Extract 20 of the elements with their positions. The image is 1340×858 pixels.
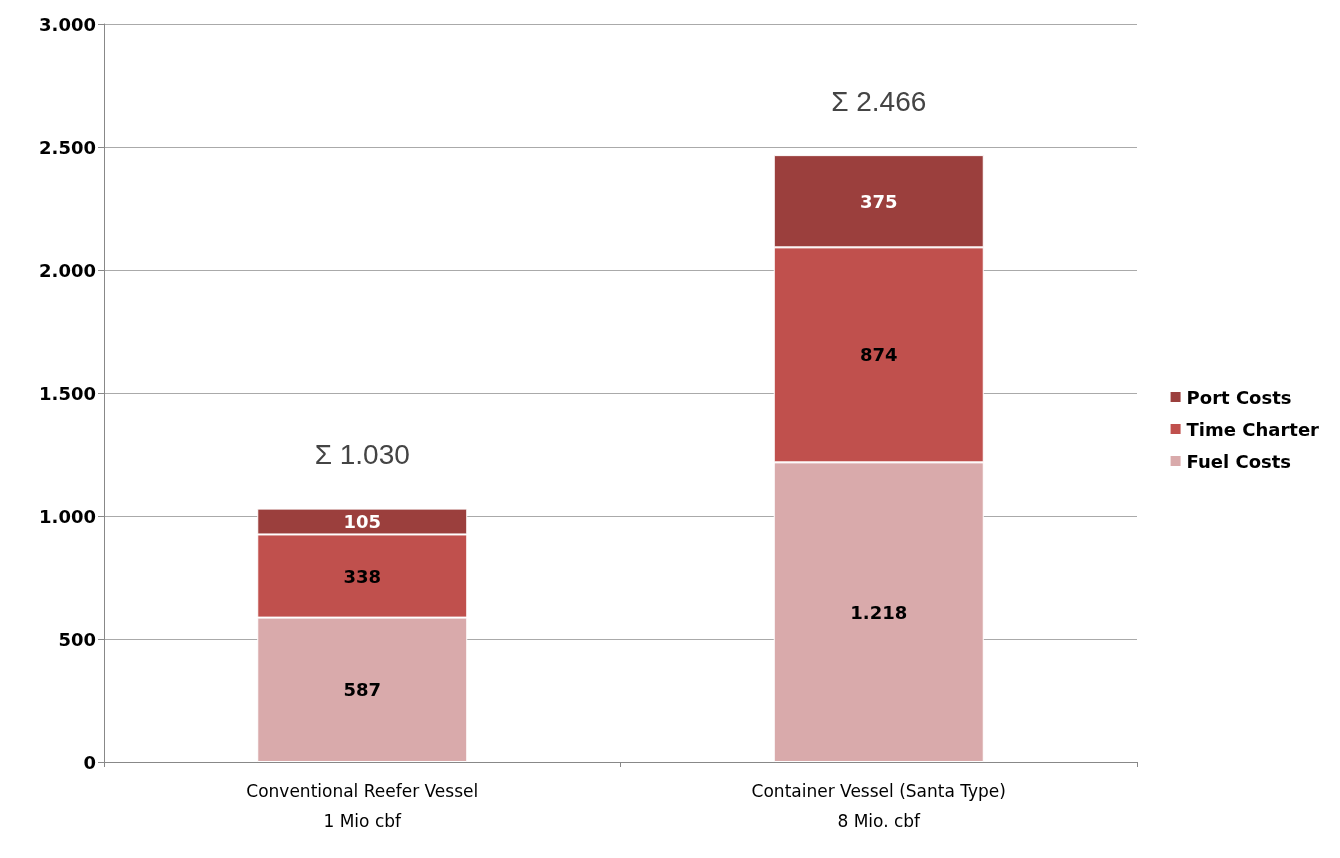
total-label: Σ 1.030 (314, 439, 410, 471)
data-label: 375 (859, 190, 898, 212)
y-tick-label: 500 (58, 628, 96, 650)
x-tick-label: Container Vessel (Santa Type) 8 Mio. cbf (751, 781, 1006, 831)
legend-label: Port Costs (1186, 386, 1292, 408)
y-tick-label: 2.000 (39, 259, 96, 281)
data-label: 338 (343, 565, 382, 587)
y-tick-label: 2.500 (39, 136, 96, 158)
y-tick-label: 0 (83, 751, 96, 773)
legend-label: Time Charter (1186, 418, 1320, 440)
legend-label: Fuel Costs (1186, 450, 1292, 472)
y-tick-label: 1.500 (39, 382, 96, 404)
data-label: 1.218 (850, 601, 908, 623)
y-tick-label: 3.000 (39, 13, 96, 35)
y-tick-label: 1.000 (39, 505, 96, 527)
data-label: 105 (343, 511, 382, 533)
data-label: 587 (343, 679, 382, 701)
x-tick-label: Conventional Reefer Vessel 1 Mio cbf (246, 781, 479, 831)
data-label: 874 (859, 344, 898, 366)
total-label: Σ 2.466 (831, 85, 927, 117)
